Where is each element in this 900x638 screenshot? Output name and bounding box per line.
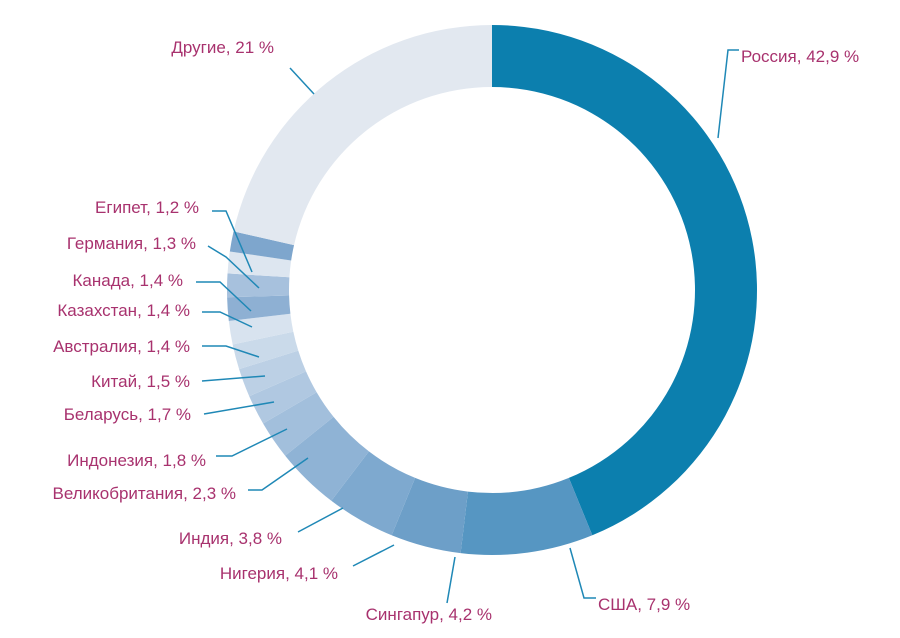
- leader-line-4: [297, 507, 344, 533]
- slice-label-5: Великобритания, 2,3 %: [53, 484, 236, 503]
- slice-4: [285, 416, 369, 501]
- slice-2: [391, 477, 468, 554]
- slice-label-14: Другие, 21 %: [171, 38, 274, 57]
- slice-8: [232, 331, 299, 370]
- leader-line-9: [202, 345, 260, 358]
- leader-line-5: [248, 457, 309, 491]
- slice-13: [229, 231, 295, 261]
- slice-label-11: Канада, 1,4 %: [73, 271, 184, 290]
- leader-line-0: [717, 49, 739, 139]
- slice-5: [263, 392, 334, 456]
- slice-label-2: Сингапур, 4,2 %: [366, 605, 492, 624]
- leader-lines-group: [196, 49, 739, 604]
- slice-label-12: Германия, 1,3 %: [67, 234, 196, 253]
- slice-6: [249, 371, 317, 424]
- slice-0: [492, 25, 757, 536]
- slice-11: [227, 273, 290, 298]
- leader-line-3: [352, 544, 395, 567]
- slice-label-10: Казахстан, 1,4 %: [57, 301, 190, 320]
- leader-line-13: [212, 210, 253, 273]
- leader-line-12: [207, 245, 260, 289]
- slice-7: [239, 350, 307, 397]
- slice-label-7: Беларусь, 1,7 %: [64, 405, 191, 424]
- leader-line-10: [202, 311, 253, 328]
- slice-label-0: Россия, 42,9 %: [741, 47, 859, 66]
- slice-label-9: Австралия, 1,4 %: [53, 337, 190, 356]
- leader-line-8: [201, 375, 266, 382]
- slice-label-3: Нигерия, 4,1 %: [220, 564, 338, 583]
- slice-label-1: США, 7,9 %: [598, 595, 690, 614]
- labels-group: Россия, 42,9 % США, 7,9 % Сингапур, 4,2 % Н…: [53, 38, 860, 624]
- slice-14: [233, 25, 493, 246]
- leader-line-7: [203, 401, 275, 415]
- slice-12: [227, 251, 292, 278]
- slice-10: [227, 295, 291, 321]
- leader-line-11: [196, 281, 252, 312]
- slice-1: [460, 477, 593, 555]
- slices-group: [227, 25, 757, 555]
- leader-line-1: [569, 547, 596, 599]
- leader-line-2: [446, 556, 456, 604]
- leader-line-14: [289, 67, 315, 95]
- leader-line-6: [216, 428, 288, 457]
- slice-3: [331, 451, 416, 536]
- slice-9: [228, 313, 294, 345]
- slice-label-4: Индия, 3,8 %: [179, 529, 282, 548]
- slice-label-13: Египет, 1,2 %: [95, 198, 199, 217]
- slice-label-6: Индонезия, 1,8 %: [67, 451, 206, 470]
- slice-label-8: Китай, 1,5 %: [91, 372, 190, 391]
